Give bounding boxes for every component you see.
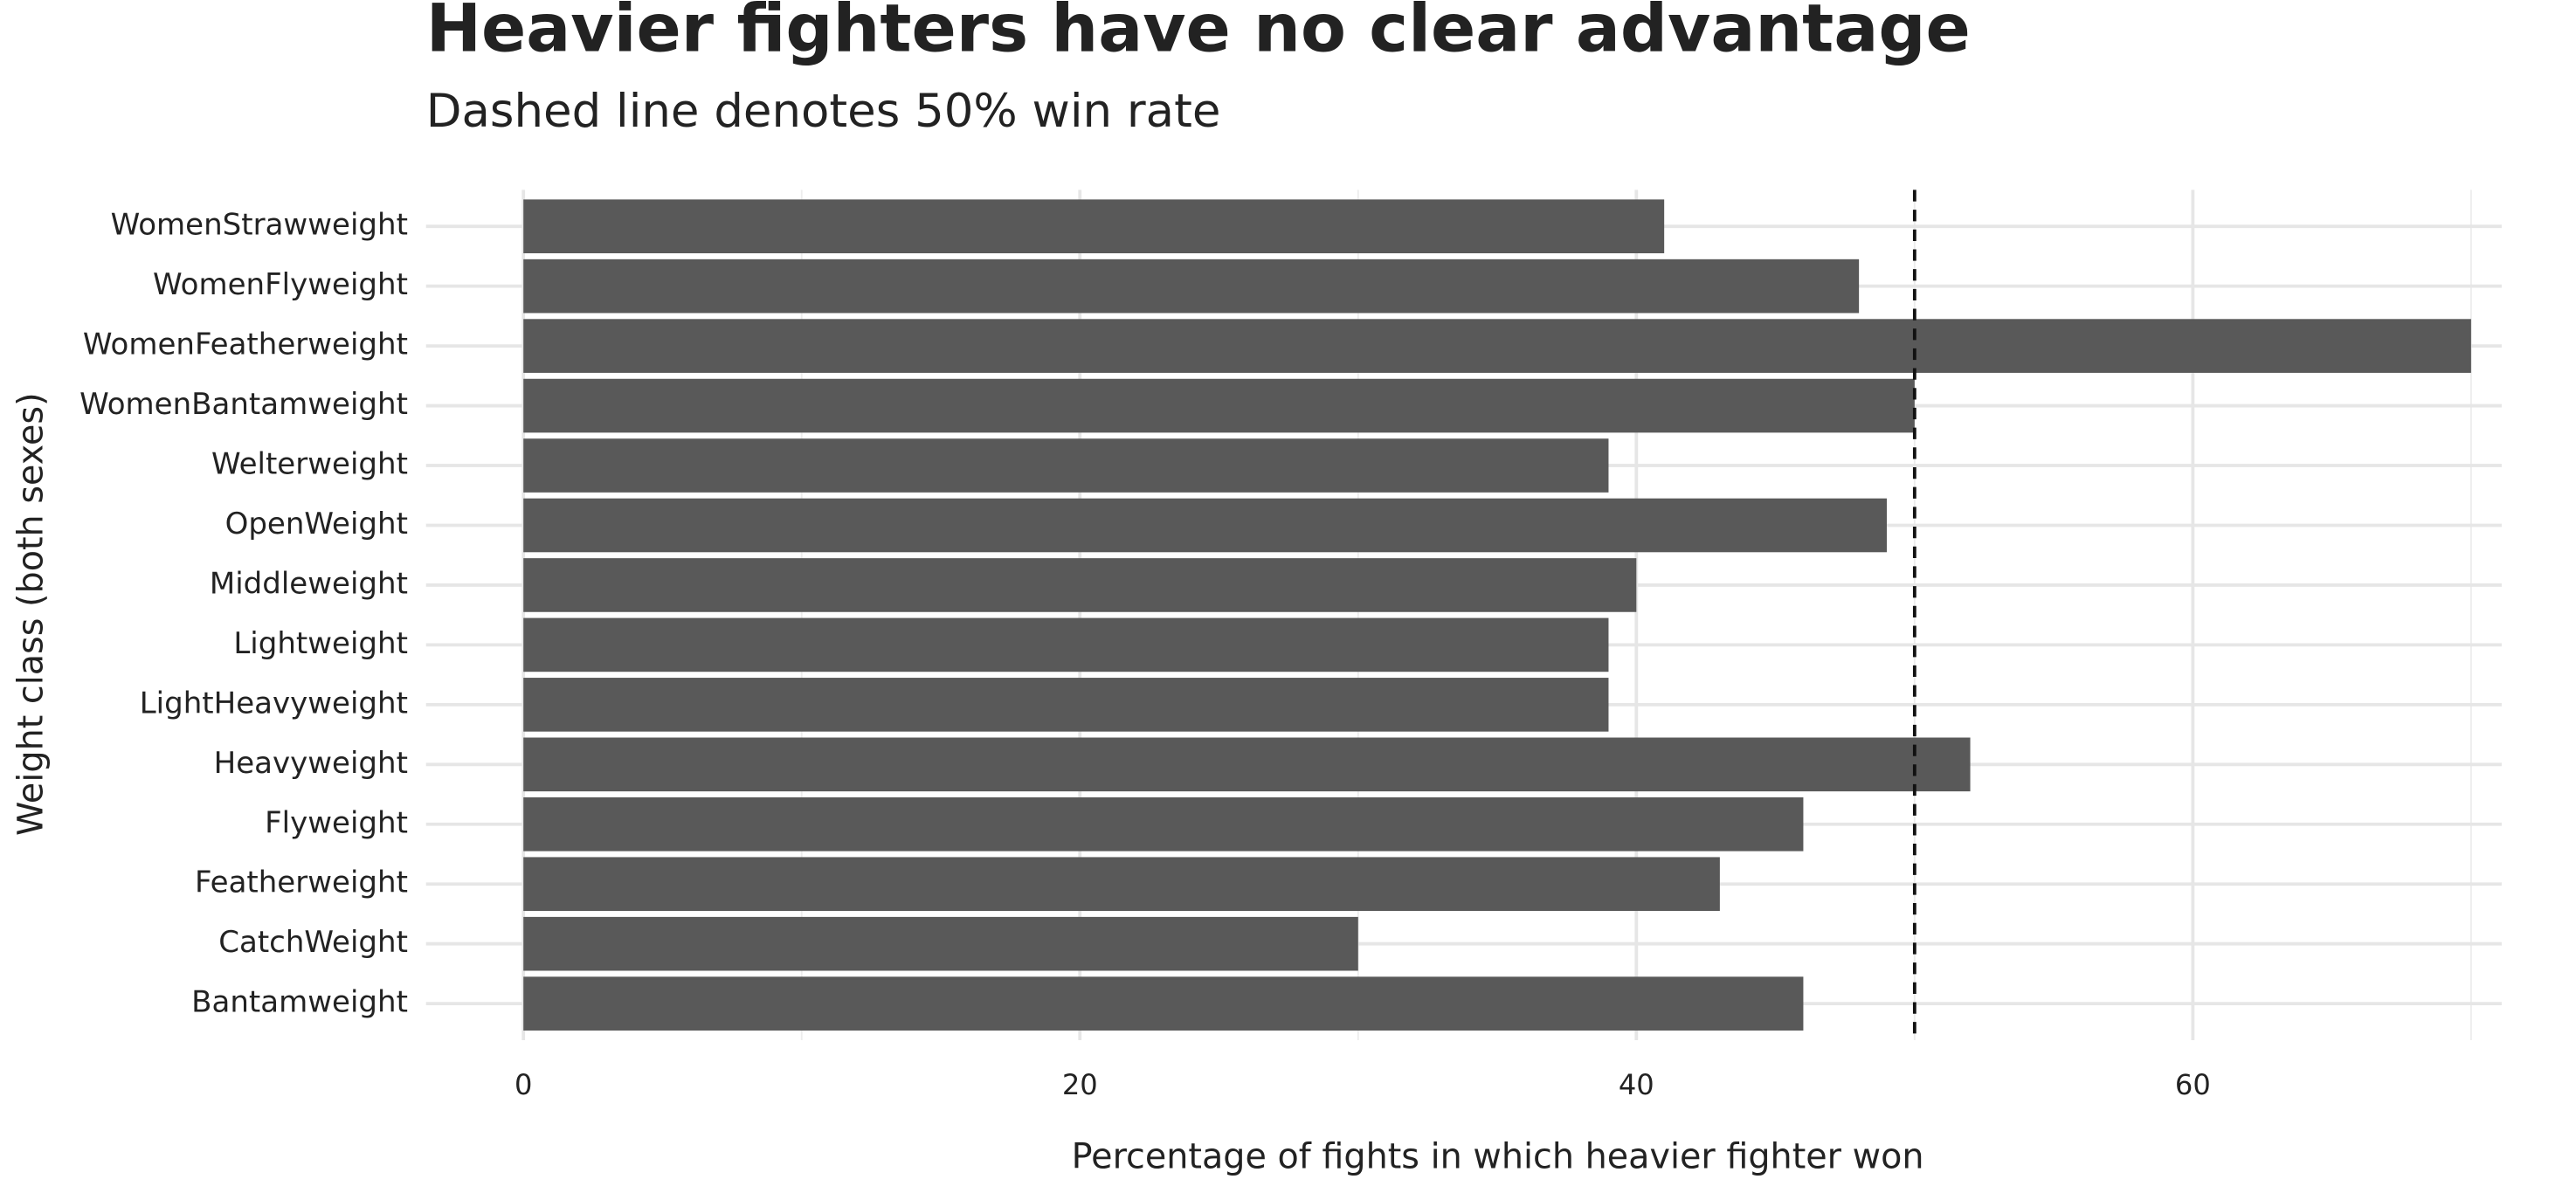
marks	[523, 190, 2471, 1040]
y-tick-label: Heavyweight	[214, 746, 408, 781]
y-tick-label: Flyweight	[265, 805, 408, 840]
x-tick-label: 20	[1062, 1068, 1098, 1101]
bar	[523, 498, 1887, 553]
y-tick-label: LightHeavyweight	[140, 686, 408, 721]
y-tick-label: WomenFlyweight	[153, 267, 408, 302]
bar	[523, 378, 1915, 433]
bar	[523, 259, 1860, 314]
bar	[523, 678, 1609, 732]
y-tick-label: WomenFeatherweight	[83, 328, 408, 362]
y-tick-label: OpenWeight	[225, 507, 408, 541]
bar	[523, 558, 1637, 612]
bar	[523, 916, 1358, 971]
y-tick-label: Featherweight	[195, 865, 408, 900]
x-tick-label: 40	[1619, 1068, 1654, 1101]
x-tick-label: 0	[515, 1068, 532, 1101]
y-tick-label: Lightweight	[233, 626, 408, 661]
bar	[523, 737, 1971, 792]
bar	[523, 857, 1720, 912]
bar	[523, 976, 1804, 1031]
y-tick-label: Bantamweight	[191, 985, 408, 1020]
bar	[523, 438, 1609, 493]
y-tick-label: WomenBantamweight	[79, 387, 408, 422]
y-axis-title: Weight class (both sexes)	[10, 392, 51, 836]
y-tick-label: WomenStrawweight	[111, 208, 408, 243]
x-axis-title: Percentage of fights in which heavier fi…	[1072, 1137, 1924, 1177]
y-tick-label: CatchWeight	[218, 925, 408, 960]
bar	[523, 319, 2471, 373]
bar	[523, 199, 1665, 253]
y-tick-label: Middleweight	[210, 566, 408, 601]
chart-title: Heavier fighters have no clear advantage	[426, 0, 1971, 66]
chart-subtitle: Dashed line denotes 50% win rate	[426, 85, 1221, 138]
bar	[523, 617, 1609, 672]
y-tick-label: Welterweight	[211, 447, 408, 482]
x-tick-label: 60	[2175, 1068, 2211, 1101]
bar	[523, 796, 1804, 852]
